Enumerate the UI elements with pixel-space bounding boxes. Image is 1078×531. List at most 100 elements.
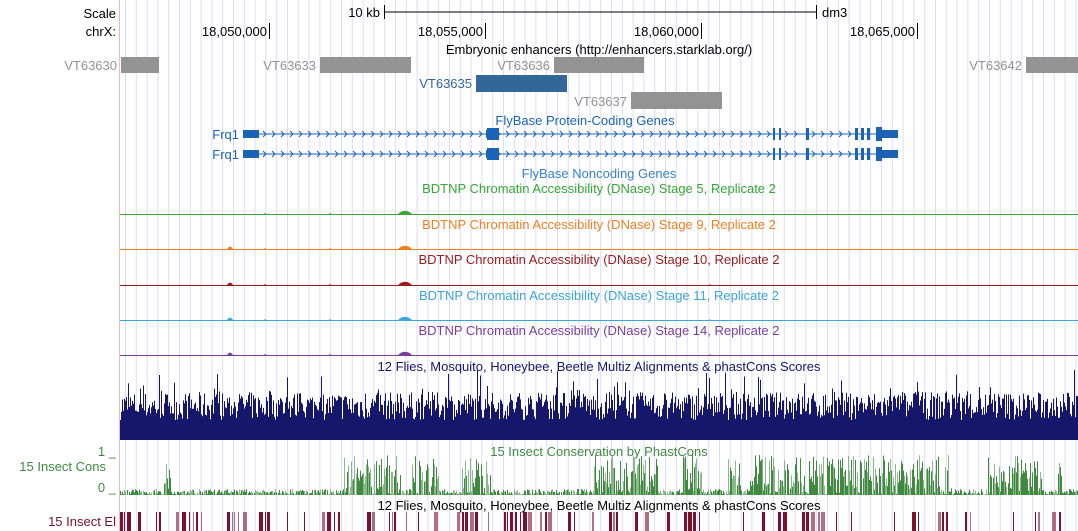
- multiz-bar: [870, 402, 871, 440]
- strand-arrow: [568, 150, 573, 158]
- multiz-bar: [298, 411, 299, 440]
- phastcons-bar: [368, 466, 369, 495]
- phastcons-bar: [594, 466, 595, 495]
- multiz-bar: [630, 418, 631, 440]
- phastcons-bar: [306, 490, 307, 495]
- strand-arrow: [595, 130, 600, 138]
- strand-arrow: [604, 130, 609, 138]
- track-title-phastcons[interactable]: 15 Insect Conservation by PhastCons: [490, 444, 708, 459]
- gene-label[interactable]: Frq1: [212, 147, 239, 162]
- phastcons-bar: [610, 484, 611, 495]
- multiz-bar: [896, 407, 897, 440]
- multiz-bar: [1059, 417, 1060, 440]
- multiz-bar: [306, 406, 307, 440]
- multiz-bar: [633, 396, 634, 440]
- phastcons-bar: [352, 480, 353, 495]
- phastcons-bar: [642, 480, 643, 495]
- multiz-bar: [726, 405, 727, 440]
- phastcons-bar: [752, 481, 753, 495]
- multiz-bar: [185, 394, 186, 440]
- multiz-bar: [595, 400, 596, 440]
- phastcons-bar: [501, 491, 502, 495]
- conserved-element: [1052, 512, 1056, 531]
- phastcons-bar: [933, 480, 934, 495]
- elements-side-label[interactable]: 15 Insect El: [48, 514, 116, 529]
- phastcons-bar: [704, 493, 705, 495]
- track-title-protein-genes[interactable]: FlyBase Protein-Coding Genes: [495, 113, 675, 128]
- multiz-bar: [480, 375, 481, 440]
- multiz-bar: [543, 405, 544, 440]
- enhancer-feature[interactable]: [554, 57, 644, 73]
- track-title-enhancers[interactable]: Embryonic enhancers (http://enhancers.st…: [446, 42, 752, 57]
- track-title-dnase-stage5[interactable]: BDTNP Chromatin Accessibility (DNase) St…: [422, 181, 776, 196]
- phastcons-bar: [908, 485, 909, 495]
- gene-label[interactable]: Frq1: [212, 127, 239, 142]
- multiz-bar: [757, 412, 758, 440]
- phastcons-bar: [833, 466, 834, 495]
- multiz-bar: [382, 405, 383, 440]
- phastcons-bar: [125, 491, 126, 495]
- enhancer-feature[interactable]: [1026, 57, 1078, 73]
- track-title-dnase-stage11[interactable]: BDTNP Chromatin Accessibility (DNase) St…: [419, 288, 779, 303]
- phastcons-bar: [631, 471, 632, 495]
- phastcons-bar: [248, 492, 249, 495]
- phastcons-bar: [284, 494, 285, 495]
- phastcons-bar: [851, 459, 852, 495]
- phastcons-bar: [202, 491, 203, 495]
- phastcons-bar: [787, 464, 788, 495]
- track-title-dnase-stage10[interactable]: BDTNP Chromatin Accessibility (DNase) St…: [418, 252, 779, 267]
- multiz-bar: [668, 407, 669, 440]
- multiz-bar: [400, 393, 401, 440]
- multiz-bar: [386, 419, 387, 440]
- phastcons-bar: [1032, 472, 1033, 495]
- track-title-multiz[interactable]: 12 Flies, Mosquito, Honeybee, Beetle Mul…: [378, 359, 821, 374]
- enhancer-feature[interactable]: [476, 75, 567, 92]
- multiz-bar: [794, 403, 795, 440]
- enhancer-feature[interactable]: [320, 57, 411, 73]
- enhancer-feature[interactable]: [631, 92, 722, 109]
- multiz-bar: [922, 392, 923, 440]
- multiz-bar: [625, 382, 626, 440]
- conserved-element: [510, 512, 513, 531]
- multiz-bar: [538, 392, 539, 440]
- phastcons-side-label[interactable]: 15 Insect Cons: [19, 459, 106, 474]
- track-title-dnase-stage14[interactable]: BDTNP Chromatin Accessibility (DNase) St…: [418, 323, 779, 338]
- multiz-bar: [416, 401, 417, 440]
- multiz-bar: [650, 398, 651, 440]
- multiz-bar: [923, 412, 924, 440]
- multiz-bar: [1049, 412, 1050, 440]
- multiz-bar: [230, 415, 231, 440]
- multiz-bar: [736, 392, 737, 440]
- phastcons-bar: [183, 490, 184, 495]
- multiz-bar: [607, 413, 608, 440]
- phastcons-bar: [603, 467, 604, 495]
- track-title-elements[interactable]: 12 Flies, Mosquito, Honeybee, Beetle Mul…: [378, 498, 821, 513]
- multiz-bar: [753, 406, 754, 440]
- phastcons-bar: [1068, 494, 1069, 495]
- phastcons-bar: [792, 486, 793, 495]
- phastcons-bar: [800, 458, 801, 495]
- track-title-dnase-stage9[interactable]: BDTNP Chromatin Accessibility (DNase) St…: [422, 217, 776, 232]
- multiz-bar: [264, 414, 265, 440]
- phastcons-bar: [596, 482, 597, 495]
- multiz-bar: [379, 411, 380, 440]
- conserved-element: [465, 512, 468, 531]
- phastcons-bar: [798, 481, 799, 495]
- multiz-bar: [884, 397, 885, 440]
- phastcons-bar: [673, 492, 674, 495]
- phastcons-bar: [1076, 490, 1077, 495]
- multiz-bar: [662, 408, 663, 440]
- multiz-bar: [946, 391, 947, 440]
- enhancer-features[interactable]: VT63630 VT63633 VT63636 VT63635 VT63637 …: [64, 57, 1078, 109]
- gene-models[interactable]: [243, 127, 898, 161]
- track-title-noncoding-genes[interactable]: FlyBase Noncoding Genes: [522, 166, 677, 181]
- enhancer-feature[interactable]: [121, 57, 159, 73]
- multiz-bar: [211, 404, 212, 440]
- phastcons-bar: [297, 491, 298, 495]
- phastcons-bar: [330, 489, 331, 495]
- phastcons-bar: [225, 489, 226, 495]
- dnase-peak: [709, 248, 711, 249]
- phastcons-bar: [1067, 491, 1068, 495]
- multiz-bar: [907, 401, 908, 440]
